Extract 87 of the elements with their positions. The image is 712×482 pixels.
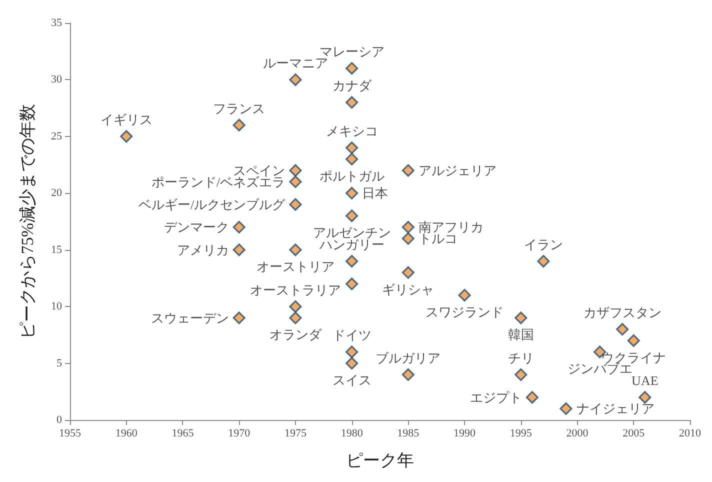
x-axis-title: ピーク年 [346, 451, 414, 470]
point [289, 73, 302, 86]
point [232, 118, 246, 132]
y-tick-label: 25 [51, 130, 62, 142]
annotation: フランス [213, 100, 266, 116]
annotation: イラン [524, 236, 563, 252]
point [402, 232, 414, 245]
x-tick-label: 1985 [397, 428, 420, 440]
point [289, 198, 302, 211]
annotation: ギリシャ [382, 282, 434, 297]
annotation: ナイジェリア [576, 401, 654, 416]
point [346, 62, 358, 75]
annotation: スウェーデン [150, 310, 229, 326]
point [120, 130, 133, 143]
point [346, 346, 358, 358]
point [402, 164, 414, 177]
point [346, 210, 358, 222]
point [514, 368, 528, 381]
point [346, 254, 358, 268]
annotation: スワジランド [426, 304, 504, 320]
y-tick-label: 30 [51, 74, 62, 86]
point [289, 300, 302, 313]
point [346, 356, 358, 370]
annotation: アルジェリア [418, 162, 496, 178]
annotation: スペイン [233, 162, 286, 178]
point [514, 312, 528, 324]
point [289, 176, 302, 188]
point [346, 141, 358, 154]
annotation: 南アフリカ [418, 220, 484, 235]
x-tick-label: 2000 [566, 428, 589, 440]
x-tick-label: 1965 [172, 428, 194, 440]
annotation: アルゼンチン [312, 225, 391, 240]
point [638, 391, 652, 404]
x-tick-label: 1990 [454, 428, 476, 440]
y-tick-label: 15 [51, 244, 62, 256]
annotation: エジプト [470, 390, 522, 405]
y-tick-label: 20 [51, 187, 62, 200]
point [289, 312, 302, 324]
point [346, 278, 358, 290]
annotation: アメリカ [176, 242, 229, 258]
annotation: イギリス [100, 112, 152, 128]
annotation: スイス [332, 372, 372, 388]
point [616, 322, 629, 336]
point [402, 266, 414, 279]
point [232, 220, 246, 234]
x-tick-label: 1975 [284, 428, 307, 440]
annotation: UAE [632, 373, 658, 388]
annotation: オーストリア [256, 259, 334, 274]
annotation: ドイツ [332, 328, 372, 343]
annotation: デンマーク [164, 220, 229, 235]
annotation: チリ [508, 350, 534, 366]
y-tick-label: 10 [51, 300, 62, 313]
point [232, 312, 246, 324]
x-tick-label: 1970 [228, 428, 251, 440]
y-tick-label: 5 [56, 357, 62, 370]
x-tick-label: 1980 [340, 428, 364, 440]
point [526, 391, 538, 404]
point [560, 402, 572, 415]
annotation: 韓国 [508, 327, 534, 342]
y-axis-title: ピークから75%減少までの年数 [18, 104, 37, 340]
point [537, 254, 550, 268]
point [289, 244, 302, 256]
point [289, 164, 302, 177]
annotation: ベルギー/ルクセンブルグ [138, 196, 286, 212]
x-tick-label: 1955 [59, 428, 82, 440]
annotation: オランダ [269, 327, 322, 342]
y-tick-label: 35 [51, 17, 62, 29]
x-tick-label: 2010 [679, 428, 702, 440]
point [402, 220, 414, 234]
x-tick-label: 1960 [115, 428, 138, 440]
point [402, 368, 414, 381]
annotation: オーストラリア [250, 282, 341, 298]
x-tick-label: 2005 [622, 428, 646, 440]
point [346, 152, 358, 166]
annotation: ブルガリア [376, 350, 441, 366]
point [346, 96, 358, 109]
annotation: ポルトガル [319, 168, 384, 184]
point [458, 288, 471, 302]
annotation: カザフスタン [583, 304, 662, 320]
annotation: メキシコ [326, 123, 378, 138]
point [627, 334, 640, 347]
y-tick-label: 0 [56, 414, 62, 426]
annotation: カナダ [332, 78, 372, 94]
point [346, 186, 358, 200]
annotation: 日本 [362, 186, 388, 201]
point [232, 244, 246, 256]
x-tick-label: 1995 [510, 428, 532, 440]
